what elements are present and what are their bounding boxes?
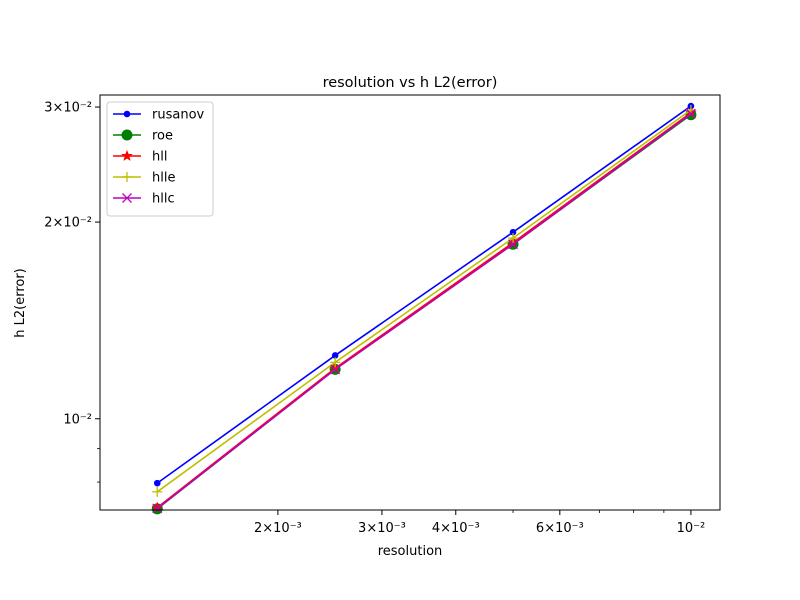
legend-entry-hllc: hllc: [113, 192, 175, 207]
series-line-hlle: [156, 109, 692, 493]
series-layer: [151, 102, 697, 515]
data-point-rusanov-0-shape: [153, 479, 161, 487]
x-axis-label: resolution: [378, 544, 443, 559]
series-hlle: [152, 104, 696, 497]
data-point-hllc-1-b: [330, 364, 341, 375]
data-point-hllc-3-b: [685, 108, 696, 119]
legend-entry-hll: hll: [113, 150, 167, 165]
legend-label-rusanov: rusanov: [152, 108, 205, 123]
legend-marker-roe-shape: [121, 129, 133, 141]
data-point-rusanov-0: [153, 479, 161, 487]
legend: rusanov roe hll hlle hllc: [106, 101, 214, 217]
x-tick-label-4: 10⁻²: [677, 521, 706, 536]
legend-marker-hllc-b: [122, 193, 132, 203]
legend-label-hll: hll: [152, 150, 167, 165]
x-tick-label-3: 6×10⁻³: [536, 521, 584, 536]
chart-title: resolution vs h L2(error): [323, 75, 498, 91]
legend-entry-roe: roe: [113, 129, 173, 144]
data-point-hlle-1: [330, 357, 341, 368]
data-point-hllc-3: [685, 108, 696, 119]
legend-entry-rusanov: rusanov: [113, 108, 205, 123]
legend-marker-hll-shape: [121, 149, 133, 162]
data-point-hlle-0: [152, 486, 163, 497]
legend-entry-hlle: hlle: [113, 171, 175, 186]
x-tick-label-0: 2×10⁻³: [254, 521, 302, 536]
x-tick-label-1: 3×10⁻³: [358, 521, 406, 536]
legend-marker-rusanov-shape: [123, 110, 131, 118]
data-point-hllc-0-b: [152, 503, 163, 514]
y-tick-label-2: 3×10⁻²: [44, 101, 92, 116]
y-tick-label-1: 2×10⁻²: [44, 216, 92, 231]
y-axis-label: h L2(error): [13, 268, 28, 338]
series-line-rusanov: [156, 105, 692, 484]
data-point-hllc-0: [152, 503, 163, 514]
legend-label-roe: roe: [152, 129, 173, 144]
y-tick-label-0: 10⁻²: [63, 412, 92, 427]
legend-marker-roe: [121, 129, 133, 141]
x-tick-label-2: 4×10⁻³: [432, 521, 480, 536]
data-point-hlle-2: [508, 233, 519, 244]
legend-label-hlle: hlle: [152, 171, 175, 186]
legend-marker-hll: [121, 149, 133, 162]
plot-frame: [99, 94, 721, 511]
data-point-hllc-2: [508, 239, 518, 250]
legend-marker-rusanov: [123, 110, 131, 118]
data-point-hllc-2-b: [508, 239, 518, 250]
legend-marker-hllc: [122, 193, 132, 203]
axes-layer: 2×10⁻³ 3×10⁻³ 4×10⁻³ 6×10⁻³ 10⁻² 10⁻² 2×10⁻² 3×…: [44, 94, 721, 536]
legend-label-hllc: hllc: [152, 192, 175, 207]
series-rusanov: [153, 102, 695, 487]
series-hllc: [152, 108, 696, 514]
data-point-hllc-1: [330, 364, 341, 375]
legend-marker-hlle: [122, 172, 132, 182]
legend-box: [106, 101, 214, 217]
series-line-hllc: [156, 113, 692, 510]
